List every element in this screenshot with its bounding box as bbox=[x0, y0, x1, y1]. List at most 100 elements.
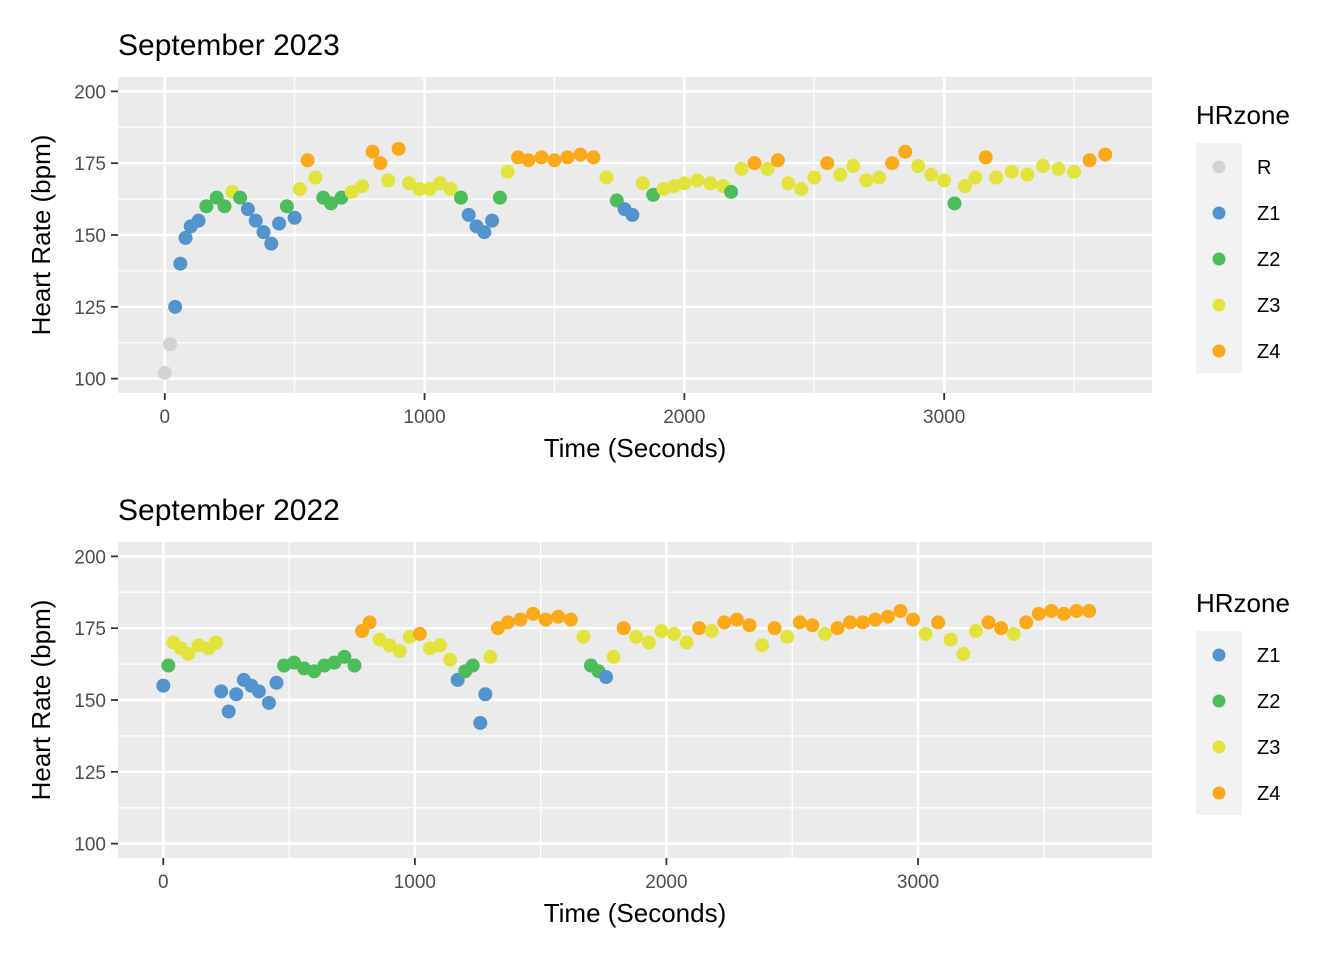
data-point-z4 bbox=[538, 612, 553, 627]
data-point-z2 bbox=[646, 187, 661, 202]
y-tick-label: 100 bbox=[74, 370, 106, 391]
data-point-z3 bbox=[989, 170, 1004, 185]
data-point-z4 bbox=[560, 150, 575, 165]
data-point-z3 bbox=[781, 176, 796, 191]
data-point-z4 bbox=[521, 153, 536, 168]
data-point-z1 bbox=[251, 684, 266, 699]
data-point-z3 bbox=[635, 176, 650, 191]
data-point-z4 bbox=[563, 612, 578, 627]
data-point-z3 bbox=[968, 624, 983, 639]
data-point-z3 bbox=[677, 176, 692, 191]
data-point-z4 bbox=[534, 150, 549, 165]
data-point-z3 bbox=[937, 173, 952, 188]
panel-2022: September 2022 100 125 150 175 200 0 1000 2000… bbox=[26, 494, 1290, 928]
data-point-z1 bbox=[191, 213, 206, 228]
data-point-z3 bbox=[704, 624, 719, 639]
data-point-z1 bbox=[599, 670, 614, 685]
data-point-z3 bbox=[734, 161, 749, 176]
data-point-z4 bbox=[692, 621, 707, 636]
y-axis-ticks: 100 125 150 175 200 bbox=[74, 82, 118, 391]
data-point-z2 bbox=[724, 184, 739, 199]
legend-key-z1 bbox=[1212, 648, 1226, 662]
data-point-z3 bbox=[968, 170, 983, 185]
legend-label: R bbox=[1257, 157, 1271, 179]
data-point-z1 bbox=[269, 675, 284, 690]
data-point-z1 bbox=[248, 213, 263, 228]
data-point-z2 bbox=[453, 190, 468, 205]
data-point-z1 bbox=[625, 207, 640, 222]
data-point-z3 bbox=[846, 159, 861, 174]
data-point-z3 bbox=[576, 629, 591, 644]
y-axis-ticks: 100 125 150 175 200 bbox=[74, 547, 118, 856]
legend-label: Z1 bbox=[1257, 645, 1280, 667]
chart-title: September 2023 bbox=[118, 29, 340, 62]
x-tick-label: 1000 bbox=[403, 407, 445, 428]
data-point-z3 bbox=[1006, 626, 1021, 641]
data-point-z4 bbox=[391, 141, 406, 156]
data-points bbox=[157, 141, 1113, 380]
data-point-z3 bbox=[666, 626, 681, 641]
data-point-z2 bbox=[161, 658, 176, 673]
y-tick-label: 200 bbox=[74, 82, 106, 103]
data-point-z4 bbox=[1056, 606, 1071, 621]
data-point-z4 bbox=[729, 612, 744, 627]
data-point-z3 bbox=[1067, 164, 1082, 179]
data-point-z1 bbox=[287, 210, 302, 225]
data-point-r bbox=[157, 365, 172, 380]
data-point-z4 bbox=[300, 153, 315, 168]
legend-items: Z1 Z2 Z3 Z4 bbox=[1212, 645, 1280, 805]
data-point-z3 bbox=[422, 182, 437, 197]
y-axis-title: Heart Rate (bpm) bbox=[26, 600, 56, 801]
data-point-z4 bbox=[868, 612, 883, 627]
data-point-z1 bbox=[461, 207, 476, 222]
data-point-z1 bbox=[477, 225, 492, 240]
legend: HRzone R Z1 Z2 Z3 Z4 bbox=[1196, 100, 1290, 373]
x-tick-label: 3000 bbox=[897, 872, 939, 893]
data-point-z3 bbox=[807, 170, 822, 185]
data-point-z4 bbox=[547, 153, 562, 168]
data-point-z3 bbox=[817, 626, 832, 641]
data-point-z3 bbox=[872, 170, 887, 185]
legend-items: R Z1 Z2 Z3 Z4 bbox=[1212, 157, 1280, 363]
data-point-z4 bbox=[573, 147, 588, 162]
data-point-z3 bbox=[911, 159, 926, 174]
data-point-z3 bbox=[292, 182, 307, 197]
y-tick-label: 150 bbox=[74, 691, 106, 712]
data-point-z3 bbox=[392, 644, 407, 659]
data-point-z3 bbox=[780, 629, 795, 644]
data-point-z3 bbox=[918, 626, 933, 641]
data-point-z4 bbox=[898, 144, 913, 159]
data-point-z3 bbox=[654, 624, 669, 639]
legend-key-z2 bbox=[1212, 694, 1226, 708]
y-tick-label: 100 bbox=[74, 835, 106, 856]
data-point-z3 bbox=[1020, 167, 1035, 182]
data-point-z3 bbox=[641, 635, 656, 650]
legend-key-z4 bbox=[1212, 344, 1226, 358]
data-point-z3 bbox=[859, 173, 874, 188]
x-tick-label: 0 bbox=[158, 872, 169, 893]
legend-label: Z4 bbox=[1257, 783, 1280, 805]
data-point-z2 bbox=[337, 649, 352, 664]
x-axis-ticks: 0 1000 2000 3000 bbox=[159, 393, 965, 428]
data-point-z4 bbox=[500, 615, 515, 630]
chart-title: September 2022 bbox=[118, 494, 340, 527]
data-point-z3 bbox=[606, 649, 621, 664]
y-axis-title: Heart Rate (bpm) bbox=[26, 135, 56, 336]
data-point-z3 bbox=[355, 179, 370, 194]
data-point-z4 bbox=[513, 612, 528, 627]
data-point-z4 bbox=[1098, 147, 1113, 162]
y-tick-label: 150 bbox=[74, 226, 106, 247]
data-point-z4 bbox=[586, 150, 601, 165]
y-tick-label: 175 bbox=[74, 154, 106, 175]
legend-key-background bbox=[1196, 631, 1242, 815]
data-point-z4 bbox=[820, 156, 835, 171]
x-axis-title: Time (Seconds) bbox=[544, 898, 727, 928]
data-point-z1 bbox=[264, 236, 279, 251]
data-point-z3 bbox=[209, 635, 224, 650]
data-point-z1 bbox=[173, 256, 188, 271]
legend-label: Z2 bbox=[1257, 691, 1280, 713]
data-point-z3 bbox=[433, 638, 448, 653]
x-axis-title: Time (Seconds) bbox=[544, 433, 727, 463]
data-point-z4 bbox=[994, 621, 1009, 636]
